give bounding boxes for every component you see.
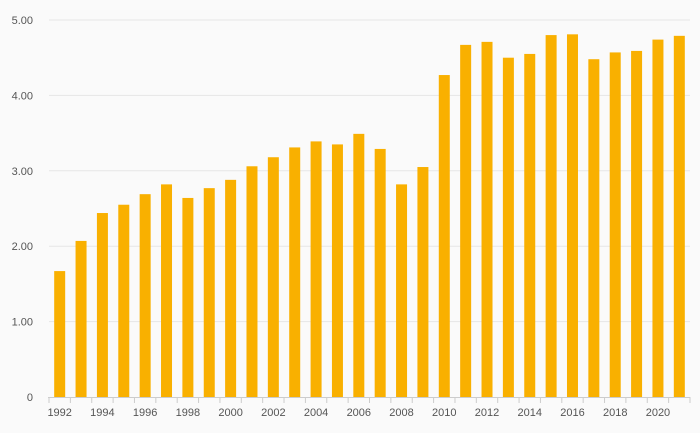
bar-2004 [310,141,322,397]
bar-2008 [396,184,408,397]
x-tick-label: 2000 [218,407,242,419]
x-tick-label: 1998 [176,407,200,419]
bar-2003 [289,147,301,397]
bar-2018 [609,52,621,398]
y-tick-label: 1.00 [12,317,33,329]
x-tick-label: 1996 [133,407,157,419]
bar-2006 [353,133,365,397]
bar-2005 [331,144,343,397]
x-tick-label: 2008 [389,407,413,419]
x-tick-label: 2016 [560,407,584,419]
bar-2002 [267,157,279,397]
bar-2015 [545,35,557,397]
y-axis-ticks: 0 1.00 2.00 3.00 4.00 5.00 [12,15,33,404]
bar-1999 [203,188,215,397]
bar-2021 [673,35,685,398]
bar-1995 [118,204,130,397]
bar-2012 [481,41,493,398]
x-tick-label: 2010 [432,407,456,419]
bar-2019 [631,50,643,397]
bar-1994 [96,213,108,397]
x-tick-label: 2012 [475,407,499,419]
bar-1997 [161,184,173,397]
bar-2011 [460,44,472,398]
x-tick-label: 1994 [90,407,114,419]
bar-2013 [502,57,514,397]
x-tick-label: 2020 [646,407,670,419]
gridlines [49,19,690,323]
y-tick-label: 0 [27,392,33,404]
y-tick-label: 5.00 [12,15,33,27]
y-tick-label: 4.00 [12,90,33,102]
bar-2014 [524,53,536,398]
x-tick-label: 2004 [304,407,328,419]
bar-2017 [588,59,600,397]
x-axis-ticks: 1992 1994 1996 1998 2000 2002 2004 2006 2008 2010… [47,397,691,419]
bar-1998 [182,197,194,397]
bars [54,34,685,398]
x-tick-label: 1992 [47,407,71,419]
y-tick-label: 2.00 [12,241,33,253]
bar-1996 [139,194,151,397]
x-tick-label: 2018 [603,407,627,419]
bar-2016 [566,34,578,398]
bar-2001 [246,166,258,397]
x-tick-label: 2002 [261,407,285,419]
bar-2020 [652,39,664,397]
y-tick-label: 3.00 [12,166,33,178]
bar-1993 [75,240,87,397]
x-tick-label: 2006 [347,407,371,419]
bar-2007 [374,148,386,397]
bar-2009 [417,167,429,397]
bar-1992 [54,271,66,397]
bar-2000 [225,179,237,397]
x-tick-label: 2014 [518,407,542,419]
bar-2010 [438,75,450,398]
